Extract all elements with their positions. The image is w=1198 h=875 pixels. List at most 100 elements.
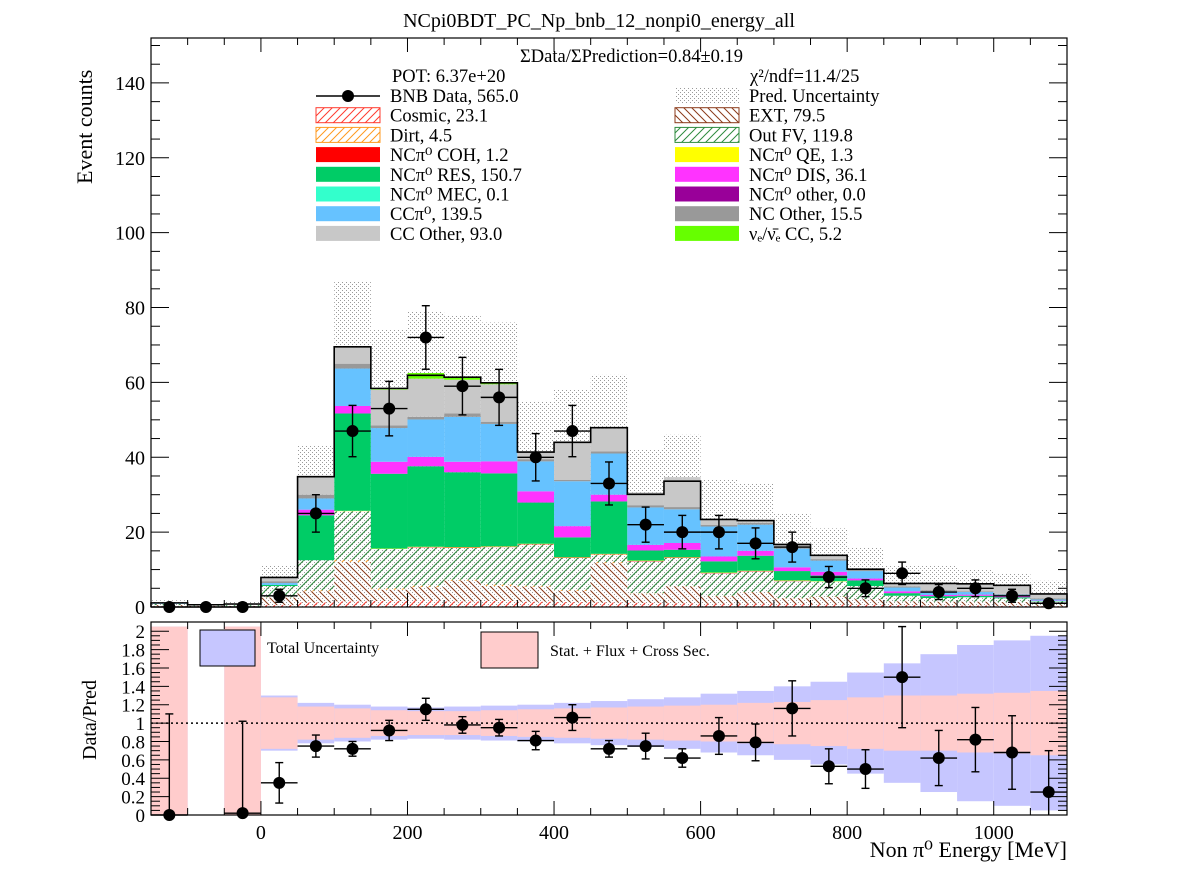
stack-bar xyxy=(370,601,408,607)
stack-bar xyxy=(407,378,445,417)
stack-bar xyxy=(993,602,1031,606)
stack-bar xyxy=(260,581,298,584)
stack-bar xyxy=(700,573,738,596)
stack-bar xyxy=(737,522,774,525)
ratio-y-tick-label: 0 xyxy=(136,806,146,827)
ratio-y-tick-label: 1.6 xyxy=(121,659,145,680)
x-tick-label: 1000 xyxy=(974,822,1014,844)
stack-bar xyxy=(444,579,481,581)
stack-bar xyxy=(554,537,591,558)
stack-bar xyxy=(554,526,591,538)
stack-bar xyxy=(700,561,738,573)
ratio-point xyxy=(236,807,249,820)
data-point xyxy=(603,477,615,490)
ratio-y-tick-label: 0.4 xyxy=(121,769,145,790)
stack-bar xyxy=(407,547,445,586)
data-point xyxy=(932,586,945,599)
stack-bar xyxy=(407,419,445,457)
stack-bar xyxy=(957,597,994,602)
ratio-point xyxy=(456,718,469,731)
stack-bar xyxy=(554,479,591,482)
stack-bar xyxy=(297,602,335,607)
stack-bar xyxy=(737,555,774,571)
stack-bar xyxy=(663,477,701,508)
main-frame xyxy=(150,37,1068,608)
stack-bar xyxy=(883,595,921,602)
legend-nc-other-label: NC Other, 15.5 xyxy=(749,205,862,225)
stack-bar xyxy=(883,605,921,607)
legend-cc-other-swatch xyxy=(316,225,380,241)
legend-cc-swatch xyxy=(675,225,739,241)
stack-bar xyxy=(773,567,811,572)
stack-bar xyxy=(810,596,848,605)
stack-bar xyxy=(334,601,371,607)
data-point xyxy=(822,571,835,584)
ratio-y-tick-label: 0.2 xyxy=(121,788,145,809)
ratio-point xyxy=(786,702,799,715)
ratio-y-axis-label: Data/Pred xyxy=(79,680,101,760)
stack-bar xyxy=(407,585,445,588)
stack-bar xyxy=(517,601,555,607)
legend-nc-mec-swatch xyxy=(316,186,380,202)
legend-nc-qe-label: NCπ⁰ QE, 1.3 xyxy=(749,146,853,166)
stack-bar xyxy=(554,481,591,527)
stat-uncertainty-bar xyxy=(407,711,445,736)
ratio-point xyxy=(419,703,432,716)
ratio-annotation: ΣData/ΣPrediction=0.84±0.19 xyxy=(520,47,743,67)
stack-bar xyxy=(627,561,664,594)
data-point xyxy=(639,518,652,531)
legend-ext-label: EXT, 79.5 xyxy=(749,107,825,127)
stack-bar xyxy=(297,476,335,495)
stack-bar xyxy=(334,368,371,406)
stack-bar xyxy=(1030,593,1067,599)
ratio-point xyxy=(969,733,982,746)
data-point xyxy=(529,451,542,464)
stack-bar xyxy=(663,507,701,510)
stack-bar xyxy=(297,560,335,591)
stack-bar xyxy=(370,589,408,602)
stack-bar xyxy=(334,363,371,369)
stack-bar xyxy=(444,580,481,602)
ratio-point xyxy=(383,724,396,737)
legend-total-uncertainty-swatch xyxy=(199,629,256,667)
ratio-point xyxy=(273,776,286,789)
legend-out-fv-label: Out FV, 119.8 xyxy=(749,126,853,146)
legend-cc-label: CCπ⁰, 139.5 xyxy=(390,205,482,225)
stack-bar xyxy=(627,550,664,561)
ratio-point xyxy=(822,760,835,773)
y-tick-label: 80 xyxy=(125,298,145,320)
stack-bar xyxy=(480,423,518,462)
stack-bar xyxy=(407,456,445,467)
ratio-panel: 00.20.40.60.811.21.41.61.820 200 400 600 800… xyxy=(121,621,1068,844)
pot-annotation: POT: 6.37e+20 xyxy=(392,67,505,87)
data-point xyxy=(456,380,469,393)
stack-bar xyxy=(370,461,408,474)
stack-bar xyxy=(334,559,371,563)
y-tick-label: 60 xyxy=(125,372,145,394)
stack-bar xyxy=(627,544,664,551)
ratio-y-tick-label: 1.4 xyxy=(121,677,145,698)
stack-bar xyxy=(260,577,298,582)
stack-bar xyxy=(663,557,701,587)
y-tick-label: 40 xyxy=(125,447,145,469)
ratio-point xyxy=(859,763,872,776)
data-point xyxy=(493,391,506,404)
legend-nc-mec-label: NCπ⁰ MEC, 0.1 xyxy=(390,186,510,206)
ratio-y-tick-label: 0.6 xyxy=(121,751,145,772)
data-point xyxy=(419,331,432,344)
stack-bar xyxy=(590,602,628,607)
stack-bar xyxy=(554,602,591,607)
stack-bar xyxy=(663,586,701,604)
legend-nc-other-swatch xyxy=(675,186,739,202)
data-point xyxy=(712,526,725,539)
stack-bar xyxy=(517,491,555,503)
y-tick-label: 100 xyxy=(115,223,145,245)
stack-bar xyxy=(480,601,518,607)
stack-bar xyxy=(407,587,445,601)
legend-pred-uncertainty-label: Pred. Uncertainty xyxy=(749,87,880,107)
x-tick-label: 400 xyxy=(539,822,569,844)
stack-bar xyxy=(334,562,371,602)
stack-bar xyxy=(847,571,884,579)
legend-dirt-swatch xyxy=(315,126,381,143)
